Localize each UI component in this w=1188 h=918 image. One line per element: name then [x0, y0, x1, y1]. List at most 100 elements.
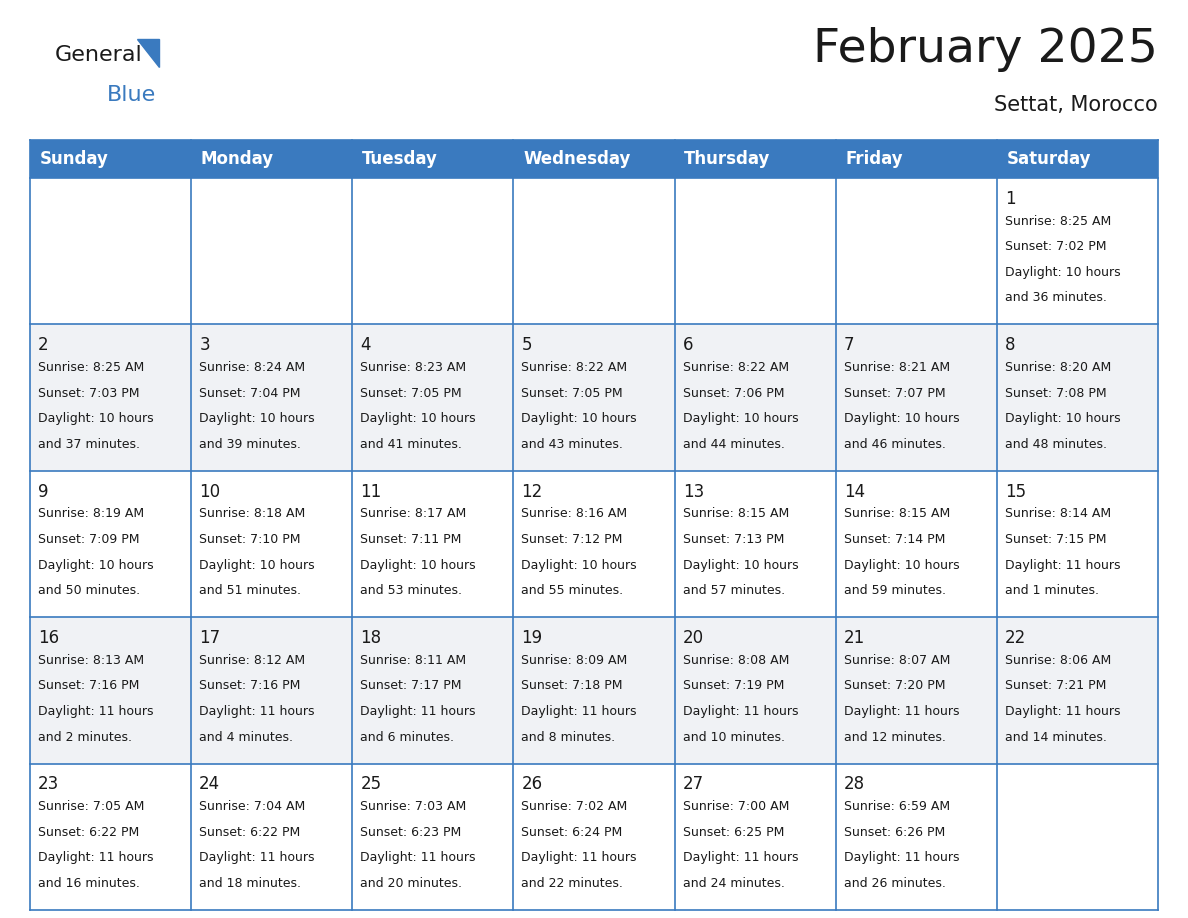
Text: and 24 minutes.: and 24 minutes.	[683, 877, 784, 890]
Text: and 26 minutes.: and 26 minutes.	[843, 877, 946, 890]
Text: Sunrise: 8:21 AM: Sunrise: 8:21 AM	[843, 361, 950, 374]
Text: and 59 minutes.: and 59 minutes.	[843, 584, 946, 598]
Text: and 44 minutes.: and 44 minutes.	[683, 438, 784, 451]
Text: Daylight: 11 hours: Daylight: 11 hours	[38, 851, 153, 865]
Text: Sunrise: 8:20 AM: Sunrise: 8:20 AM	[1005, 361, 1111, 374]
Text: Sunset: 7:10 PM: Sunset: 7:10 PM	[200, 533, 301, 546]
Text: Sunset: 7:16 PM: Sunset: 7:16 PM	[200, 679, 301, 692]
Bar	[675, 617, 835, 764]
Text: 12: 12	[522, 483, 543, 500]
Text: Daylight: 10 hours: Daylight: 10 hours	[200, 412, 315, 425]
Text: Sunset: 7:11 PM: Sunset: 7:11 PM	[360, 533, 462, 546]
Bar	[30, 140, 191, 178]
Text: Blue: Blue	[107, 85, 157, 105]
Bar	[353, 471, 513, 617]
Text: Sunrise: 6:59 AM: Sunrise: 6:59 AM	[843, 800, 950, 813]
Text: Sunrise: 7:05 AM: Sunrise: 7:05 AM	[38, 800, 145, 813]
Text: Sunrise: 7:00 AM: Sunrise: 7:00 AM	[683, 800, 789, 813]
Text: Daylight: 11 hours: Daylight: 11 hours	[683, 851, 798, 865]
Text: Sunrise: 8:25 AM: Sunrise: 8:25 AM	[1005, 215, 1111, 228]
Text: Sunset: 7:04 PM: Sunset: 7:04 PM	[200, 386, 301, 399]
Text: Daylight: 11 hours: Daylight: 11 hours	[200, 705, 315, 718]
Bar	[997, 140, 1158, 178]
Bar	[675, 471, 835, 617]
Text: Sunset: 7:05 PM: Sunset: 7:05 PM	[360, 386, 462, 399]
Bar	[191, 140, 353, 178]
Text: Sunrise: 7:03 AM: Sunrise: 7:03 AM	[360, 800, 467, 813]
Text: Sunset: 7:14 PM: Sunset: 7:14 PM	[843, 533, 946, 546]
Text: Daylight: 10 hours: Daylight: 10 hours	[360, 559, 476, 572]
Text: Sunrise: 8:16 AM: Sunrise: 8:16 AM	[522, 508, 627, 521]
Bar	[191, 324, 353, 471]
Text: and 6 minutes.: and 6 minutes.	[360, 731, 454, 744]
Text: Daylight: 11 hours: Daylight: 11 hours	[360, 705, 476, 718]
Text: 10: 10	[200, 483, 220, 500]
Bar	[513, 471, 675, 617]
Text: Daylight: 11 hours: Daylight: 11 hours	[200, 851, 315, 865]
Text: and 16 minutes.: and 16 minutes.	[38, 877, 140, 890]
Text: and 18 minutes.: and 18 minutes.	[200, 877, 302, 890]
Text: Sunrise: 8:07 AM: Sunrise: 8:07 AM	[843, 654, 950, 666]
Text: Sunset: 6:22 PM: Sunset: 6:22 PM	[200, 826, 301, 839]
Text: Sunset: 7:21 PM: Sunset: 7:21 PM	[1005, 679, 1106, 692]
Text: and 37 minutes.: and 37 minutes.	[38, 438, 140, 451]
Text: Sunset: 7:05 PM: Sunset: 7:05 PM	[522, 386, 624, 399]
Text: Sunrise: 8:15 AM: Sunrise: 8:15 AM	[683, 508, 789, 521]
Text: Tuesday: Tuesday	[362, 150, 438, 168]
Text: and 43 minutes.: and 43 minutes.	[522, 438, 624, 451]
Text: Sunset: 7:09 PM: Sunset: 7:09 PM	[38, 533, 139, 546]
Text: and 20 minutes.: and 20 minutes.	[360, 877, 462, 890]
Text: 8: 8	[1005, 336, 1016, 354]
Bar	[997, 764, 1158, 910]
Text: Sunset: 6:22 PM: Sunset: 6:22 PM	[38, 826, 139, 839]
Text: Sunset: 6:25 PM: Sunset: 6:25 PM	[683, 826, 784, 839]
Text: Daylight: 11 hours: Daylight: 11 hours	[843, 851, 959, 865]
Bar	[513, 324, 675, 471]
Text: Daylight: 10 hours: Daylight: 10 hours	[683, 559, 798, 572]
Text: Sunrise: 8:11 AM: Sunrise: 8:11 AM	[360, 654, 467, 666]
Bar	[191, 764, 353, 910]
Text: Sunrise: 8:23 AM: Sunrise: 8:23 AM	[360, 361, 467, 374]
Text: 1: 1	[1005, 190, 1016, 207]
Text: Daylight: 10 hours: Daylight: 10 hours	[200, 559, 315, 572]
Text: Sunset: 7:18 PM: Sunset: 7:18 PM	[522, 679, 623, 692]
Text: Settat, Morocco: Settat, Morocco	[994, 95, 1158, 115]
Text: Sunrise: 7:04 AM: Sunrise: 7:04 AM	[200, 800, 305, 813]
Text: 15: 15	[1005, 483, 1026, 500]
Text: and 39 minutes.: and 39 minutes.	[200, 438, 301, 451]
Text: 18: 18	[360, 629, 381, 647]
Bar	[30, 617, 191, 764]
Text: Sunrise: 8:17 AM: Sunrise: 8:17 AM	[360, 508, 467, 521]
Text: Sunrise: 8:19 AM: Sunrise: 8:19 AM	[38, 508, 144, 521]
Text: Daylight: 10 hours: Daylight: 10 hours	[683, 412, 798, 425]
Text: Daylight: 10 hours: Daylight: 10 hours	[522, 412, 637, 425]
Bar	[835, 471, 997, 617]
Bar	[353, 178, 513, 324]
Text: Daylight: 10 hours: Daylight: 10 hours	[38, 412, 153, 425]
Bar	[997, 617, 1158, 764]
Text: General: General	[55, 45, 143, 65]
Text: 3: 3	[200, 336, 210, 354]
Text: Sunrise: 8:22 AM: Sunrise: 8:22 AM	[522, 361, 627, 374]
Text: Sunrise: 8:18 AM: Sunrise: 8:18 AM	[200, 508, 305, 521]
Text: and 2 minutes.: and 2 minutes.	[38, 731, 132, 744]
Bar	[835, 764, 997, 910]
Text: 14: 14	[843, 483, 865, 500]
Text: and 36 minutes.: and 36 minutes.	[1005, 291, 1107, 305]
Text: Daylight: 11 hours: Daylight: 11 hours	[1005, 559, 1120, 572]
Bar	[353, 764, 513, 910]
Text: Sunset: 7:02 PM: Sunset: 7:02 PM	[1005, 241, 1106, 253]
Text: Daylight: 10 hours: Daylight: 10 hours	[1005, 266, 1120, 279]
Bar	[191, 471, 353, 617]
Bar	[513, 764, 675, 910]
Bar	[675, 178, 835, 324]
Text: Sunrise: 8:09 AM: Sunrise: 8:09 AM	[522, 654, 627, 666]
Text: Sunset: 7:13 PM: Sunset: 7:13 PM	[683, 533, 784, 546]
Text: Daylight: 11 hours: Daylight: 11 hours	[522, 851, 637, 865]
Text: Sunset: 7:17 PM: Sunset: 7:17 PM	[360, 679, 462, 692]
Text: and 48 minutes.: and 48 minutes.	[1005, 438, 1107, 451]
Bar	[353, 324, 513, 471]
Text: Daylight: 11 hours: Daylight: 11 hours	[360, 851, 476, 865]
Text: and 46 minutes.: and 46 minutes.	[843, 438, 946, 451]
Text: 20: 20	[683, 629, 703, 647]
